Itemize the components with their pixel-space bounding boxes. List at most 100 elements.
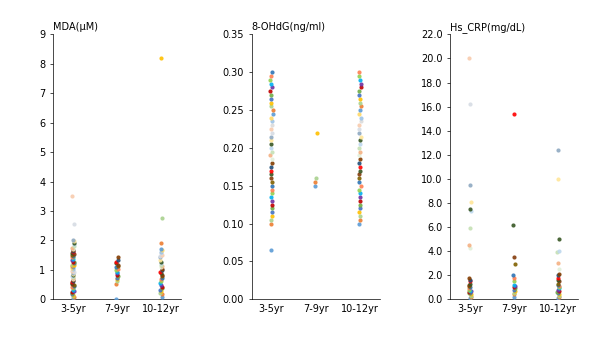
- Point: [354, 160, 363, 166]
- Point: [68, 245, 77, 250]
- Point: [68, 267, 78, 272]
- Point: [355, 145, 364, 151]
- Point: [69, 222, 78, 227]
- Point: [464, 283, 474, 289]
- Point: [355, 73, 364, 79]
- Point: [510, 283, 520, 289]
- Point: [355, 191, 365, 196]
- Point: [464, 290, 474, 295]
- Point: [509, 282, 519, 288]
- Point: [312, 130, 322, 136]
- Point: [266, 88, 275, 94]
- Point: [466, 279, 475, 284]
- Point: [310, 183, 320, 189]
- Point: [555, 271, 564, 277]
- Point: [156, 253, 165, 258]
- Point: [67, 252, 77, 257]
- Point: [555, 286, 564, 291]
- Text: MDA(μM): MDA(μM): [53, 22, 98, 32]
- Point: [509, 294, 519, 300]
- Point: [466, 292, 476, 297]
- Point: [69, 243, 78, 248]
- Point: [67, 266, 77, 271]
- Point: [156, 280, 165, 286]
- Point: [355, 209, 364, 215]
- Point: [554, 266, 563, 272]
- Point: [510, 288, 520, 294]
- Point: [553, 282, 563, 288]
- Point: [112, 278, 122, 284]
- Point: [510, 111, 519, 117]
- Point: [355, 157, 365, 162]
- Point: [67, 284, 77, 290]
- Point: [112, 268, 121, 273]
- Point: [68, 246, 78, 251]
- Point: [354, 88, 363, 94]
- Point: [68, 278, 77, 284]
- Point: [68, 269, 77, 274]
- Point: [266, 141, 276, 147]
- Point: [266, 104, 276, 109]
- Point: [355, 111, 364, 117]
- Point: [157, 265, 166, 270]
- Point: [112, 265, 121, 270]
- Point: [68, 295, 77, 301]
- Point: [156, 278, 166, 284]
- Point: [355, 138, 364, 143]
- Point: [268, 69, 277, 75]
- Point: [67, 291, 77, 297]
- Point: [356, 183, 365, 189]
- Point: [157, 264, 166, 269]
- Point: [156, 287, 165, 293]
- Point: [268, 202, 277, 207]
- Point: [67, 290, 77, 295]
- Point: [67, 254, 77, 259]
- Point: [355, 149, 365, 154]
- Point: [266, 168, 276, 173]
- Point: [157, 284, 166, 290]
- Point: [69, 282, 78, 288]
- Point: [555, 294, 564, 300]
- Point: [68, 271, 78, 276]
- Point: [466, 284, 475, 290]
- Point: [266, 247, 276, 253]
- Point: [355, 217, 365, 223]
- Point: [268, 213, 277, 219]
- Point: [157, 267, 166, 272]
- Point: [112, 259, 121, 264]
- Point: [156, 261, 166, 266]
- Point: [68, 277, 77, 282]
- Point: [69, 283, 78, 289]
- Point: [356, 213, 365, 219]
- Point: [466, 289, 476, 294]
- Text: 8-OHdG(ng/ml): 8-OHdG(ng/ml): [251, 22, 326, 32]
- Point: [113, 273, 123, 279]
- Point: [466, 208, 476, 214]
- Point: [510, 284, 519, 290]
- Point: [554, 260, 563, 266]
- Point: [354, 172, 363, 177]
- Point: [267, 183, 277, 189]
- Point: [355, 77, 365, 83]
- Point: [268, 179, 277, 185]
- Point: [157, 252, 166, 257]
- Point: [112, 275, 122, 281]
- Point: [464, 56, 474, 61]
- Point: [466, 295, 475, 301]
- Point: [267, 122, 276, 128]
- Point: [112, 277, 122, 282]
- Point: [555, 236, 564, 242]
- Point: [267, 119, 277, 124]
- Point: [554, 248, 563, 254]
- Point: [68, 287, 78, 293]
- Point: [465, 226, 474, 231]
- Point: [466, 294, 476, 300]
- Point: [68, 268, 78, 273]
- Point: [356, 134, 365, 139]
- Point: [266, 92, 276, 98]
- Point: [267, 206, 277, 211]
- Point: [68, 265, 78, 270]
- Point: [157, 216, 166, 221]
- Point: [157, 268, 166, 273]
- Point: [68, 277, 78, 283]
